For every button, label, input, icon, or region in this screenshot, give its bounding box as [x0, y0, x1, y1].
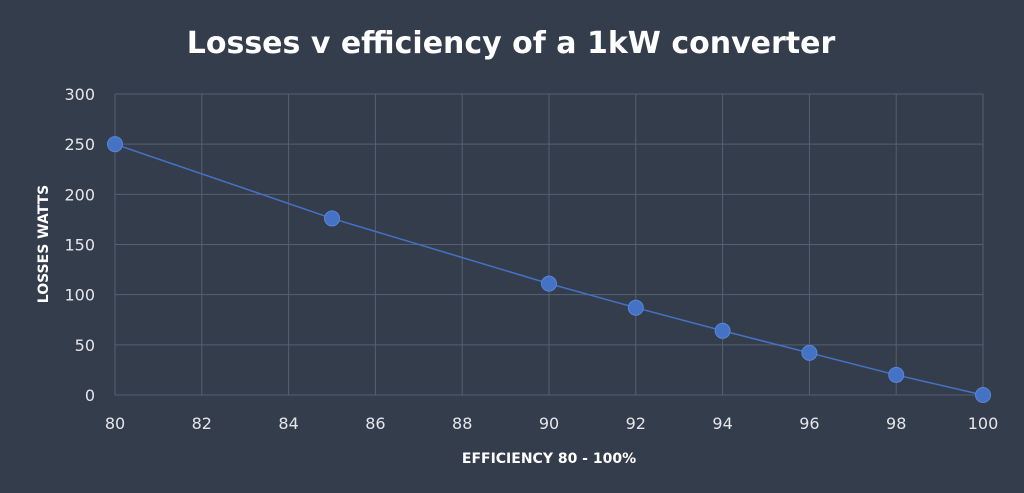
y-tick-label: 150 [64, 236, 95, 255]
y-axis-title: LOSSES WATTS [36, 185, 52, 303]
x-tick-label: 84 [278, 414, 298, 433]
x-tick-label: 86 [365, 414, 385, 433]
y-tick-label: 100 [64, 286, 95, 305]
x-tick-label: 100 [968, 414, 999, 433]
x-tick-label: 82 [192, 414, 212, 433]
data-point [801, 344, 818, 361]
y-tick-label: 0 [85, 386, 95, 405]
y-tick-label: 200 [64, 185, 95, 204]
series-line [114, 143, 984, 396]
data-series [107, 136, 991, 403]
data-point [541, 275, 557, 292]
x-tick-label: 98 [886, 414, 906, 433]
x-tick-label: 96 [799, 414, 819, 433]
x-axis-ticks: 80 82 84 86 88 90 92 94 96 98 100 [105, 414, 998, 433]
y-axis-ticks: 0 50 100 150 200 250 300 [64, 85, 95, 405]
x-tick-label: 94 [712, 414, 732, 433]
x-axis-title: EFFICIENCY 80 - 100% [462, 451, 636, 467]
data-point [888, 366, 905, 383]
x-tick-label: 92 [626, 414, 646, 433]
data-point [714, 322, 731, 339]
y-tick-label: 50 [75, 336, 95, 355]
y-tick-label: 300 [64, 85, 95, 104]
grid [114, 93, 984, 396]
data-point [324, 210, 340, 227]
data-point [975, 387, 991, 403]
data-point [107, 136, 123, 153]
x-tick-label: 80 [105, 414, 125, 433]
chart-title: Losses v efficiency of a 1kW converter [187, 26, 836, 61]
x-tick-label: 90 [539, 414, 559, 433]
y-tick-label: 250 [64, 135, 95, 154]
x-tick-label: 88 [452, 414, 472, 433]
data-point [627, 299, 644, 316]
